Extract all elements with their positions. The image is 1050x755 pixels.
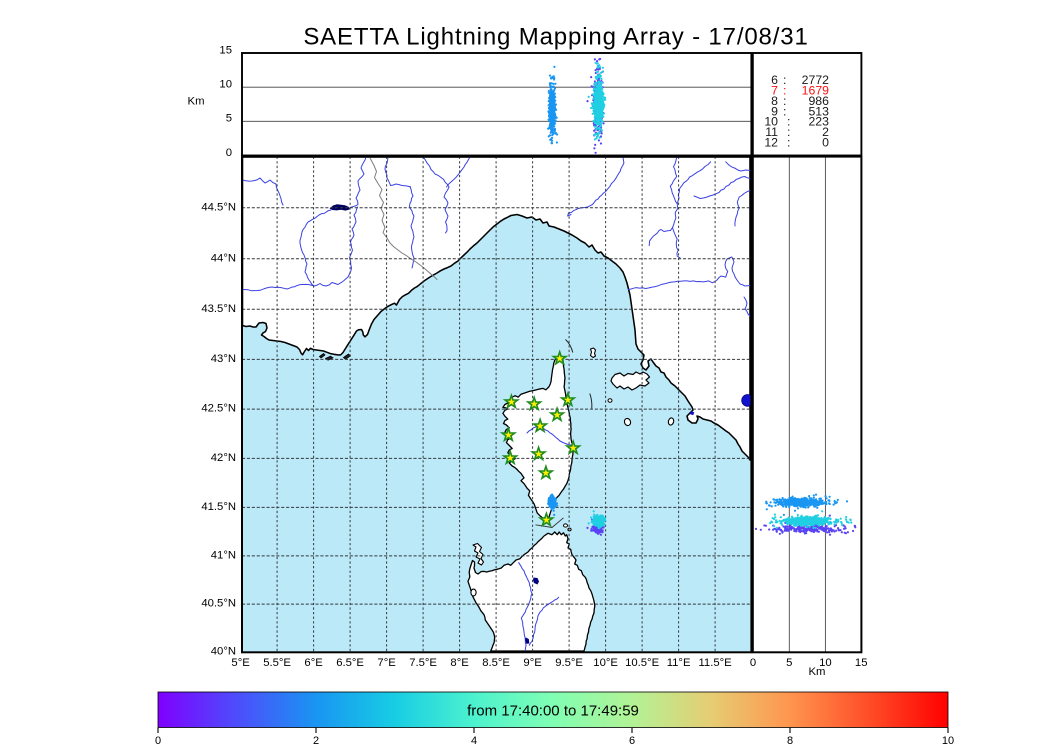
svg-text:8: 8	[787, 735, 793, 747]
svg-text:11: 11	[765, 125, 778, 139]
svg-text:5.5°E: 5.5°E	[263, 657, 291, 669]
svg-text:10: 10	[219, 79, 232, 91]
svg-text:4: 4	[471, 735, 477, 747]
svg-text::: :	[783, 104, 786, 118]
svg-text:10: 10	[764, 115, 778, 129]
svg-text::: :	[783, 83, 786, 97]
svg-text:7.5°E: 7.5°E	[409, 657, 437, 669]
svg-text::: :	[787, 115, 790, 129]
svg-text::: :	[787, 136, 790, 150]
svg-text:6: 6	[771, 73, 778, 87]
svg-text:0: 0	[155, 735, 161, 747]
svg-text:15: 15	[219, 44, 232, 56]
svg-text:10.5°E: 10.5°E	[625, 657, 660, 669]
svg-text:5°E: 5°E	[231, 657, 250, 669]
svg-text:11.5°E: 11.5°E	[698, 657, 732, 669]
svg-text:0: 0	[822, 136, 829, 150]
svg-text:8°E: 8°E	[450, 657, 469, 669]
svg-text:41°N: 41°N	[211, 550, 236, 562]
svg-text:6: 6	[629, 735, 635, 747]
svg-text:6.5°E: 6.5°E	[336, 657, 364, 669]
svg-text:10: 10	[819, 657, 832, 669]
svg-text:7: 7	[771, 83, 778, 97]
svg-text:41.5°N: 41.5°N	[201, 501, 236, 513]
svg-text:42.5°N: 42.5°N	[201, 403, 236, 415]
svg-text:SAETTA Lightning Mapping Array: SAETTA Lightning Mapping Array - 17/08/3…	[303, 24, 808, 51]
svg-text:44.5°N: 44.5°N	[201, 201, 236, 213]
svg-text:0: 0	[750, 657, 756, 669]
svg-text:12: 12	[764, 136, 778, 150]
svg-text:0: 0	[226, 147, 232, 159]
svg-text::: :	[783, 94, 786, 108]
svg-text:2: 2	[313, 735, 319, 747]
svg-text:40°N: 40°N	[211, 646, 236, 658]
svg-text::: :	[787, 125, 790, 139]
svg-text:2: 2	[822, 125, 829, 139]
svg-text:8.5°E: 8.5°E	[482, 657, 510, 669]
svg-text:1679: 1679	[802, 83, 830, 97]
svg-text:44°N: 44°N	[211, 252, 236, 264]
svg-text:8: 8	[771, 94, 778, 108]
svg-text:Km: Km	[188, 96, 205, 108]
svg-text:223: 223	[808, 115, 829, 129]
svg-text:42°N: 42°N	[211, 452, 236, 464]
svg-text:9: 9	[771, 104, 778, 118]
svg-text:2772: 2772	[802, 73, 830, 87]
svg-text:40.5°N: 40.5°N	[201, 598, 236, 610]
svg-text:10: 10	[942, 735, 954, 747]
svg-text::: :	[783, 73, 786, 87]
svg-text:43°N: 43°N	[211, 353, 236, 365]
svg-text:9.5°E: 9.5°E	[555, 657, 583, 669]
svg-text:6°E: 6°E	[304, 657, 323, 669]
svg-text:7°E: 7°E	[377, 657, 396, 669]
svg-text:5: 5	[226, 113, 232, 125]
svg-text:11°E: 11°E	[667, 657, 691, 669]
svg-text:from 17:40:00 to 17:49:59: from 17:40:00 to 17:49:59	[467, 703, 639, 720]
svg-text:Km: Km	[809, 666, 826, 678]
svg-text:9°E: 9°E	[523, 657, 542, 669]
svg-text:986: 986	[808, 94, 829, 108]
svg-text:15: 15	[855, 657, 868, 669]
svg-text:513: 513	[808, 104, 829, 118]
svg-text:5: 5	[786, 657, 792, 669]
svg-text:10°E: 10°E	[593, 657, 618, 669]
svg-text:43.5°N: 43.5°N	[201, 303, 236, 315]
